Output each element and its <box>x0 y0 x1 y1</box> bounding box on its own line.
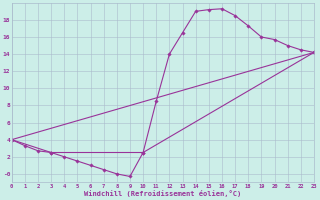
X-axis label: Windchill (Refroidissement éolien,°C): Windchill (Refroidissement éolien,°C) <box>84 190 242 197</box>
